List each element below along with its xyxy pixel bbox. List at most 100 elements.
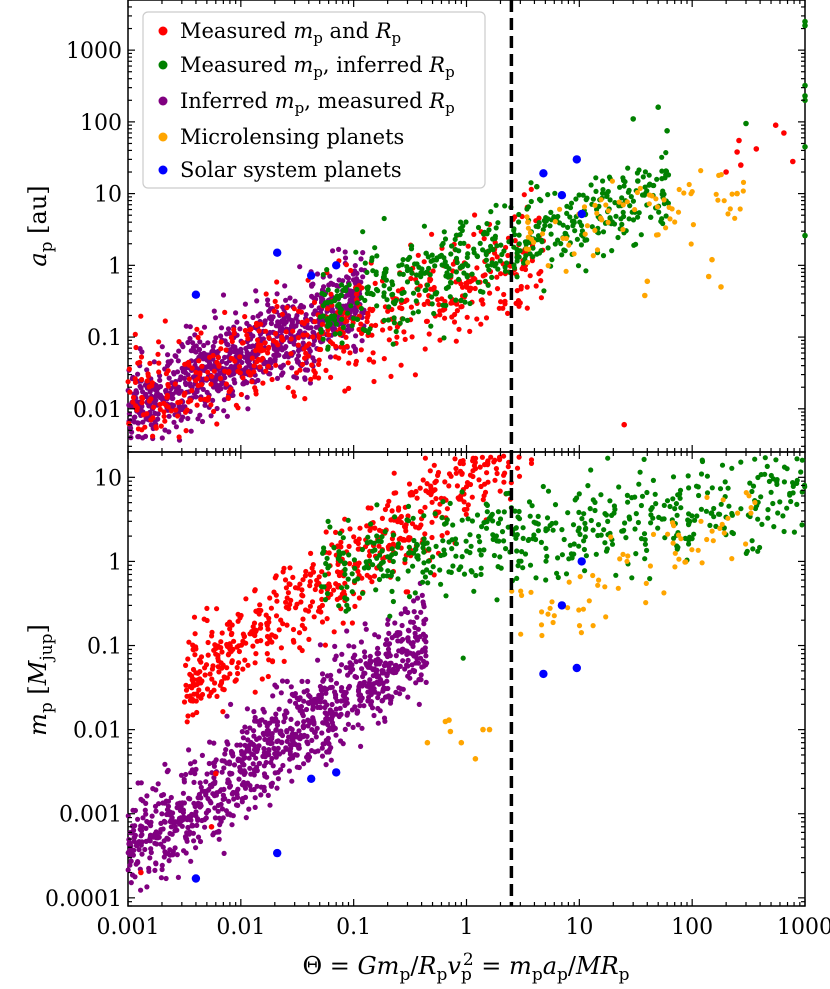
data-point-measured-mp-inferred-rp — [462, 292, 468, 298]
data-point-measured-mp-inferred-rp — [421, 513, 427, 519]
data-point-inferred-mp-measured-rp — [365, 664, 371, 670]
data-point-microlensing — [584, 223, 591, 229]
data-point-measured-mp-inferred-rp — [616, 484, 622, 490]
data-point-measured-mp-inferred-rp — [320, 336, 326, 342]
data-point-inferred-mp-measured-rp — [186, 795, 192, 802]
data-point-measured-mp-inferred-rp — [519, 549, 525, 555]
data-point-measured-mp-rp — [322, 642, 328, 648]
data-point-measured-mp-rp — [398, 513, 404, 520]
data-point-measured-mp-rp — [367, 527, 373, 534]
data-point-measured-mp-inferred-rp — [495, 520, 502, 527]
data-point-inferred-mp-measured-rp — [405, 635, 411, 641]
data-point-measured-mp-rp — [291, 306, 297, 312]
data-point-measured-mp-rp — [371, 359, 377, 365]
data-point-measured-mp-inferred-rp — [495, 509, 501, 515]
legend: Measured mp and Rp Measured mp, inferred… — [142, 11, 486, 189]
data-point-measured-mp-rp — [226, 369, 232, 375]
data-point-inferred-mp-measured-rp — [299, 678, 305, 685]
data-point-measured-mp-rp — [144, 378, 150, 384]
data-point-measured-mp-rp — [137, 359, 143, 365]
data-point-microlensing — [716, 172, 722, 178]
data-point-inferred-mp-measured-rp — [159, 792, 165, 799]
data-point-measured-mp-rp — [173, 407, 179, 413]
data-point-measured-mp-rp — [318, 346, 324, 353]
data-point-measured-mp-rp — [269, 639, 275, 645]
data-point-measured-mp-rp — [422, 455, 428, 461]
data-point-microlensing — [599, 217, 605, 223]
data-point-measured-mp-rp — [205, 639, 211, 646]
data-point-measured-mp-rp — [276, 627, 282, 633]
data-point-measured-mp-rp — [402, 525, 408, 531]
data-point-measured-mp-inferred-rp — [362, 260, 368, 266]
data-point-measured-mp-inferred-rp — [392, 514, 398, 520]
data-point-inferred-mp-measured-rp — [289, 365, 295, 371]
data-point-microlensing — [650, 531, 657, 538]
data-point-measured-mp-inferred-rp — [497, 516, 504, 522]
data-point-measured-mp-rp — [228, 648, 234, 655]
data-point-measured-mp-inferred-rp — [349, 571, 355, 577]
data-point-measured-mp-rp — [274, 279, 280, 285]
legend-marker-measured-mp-rp — [158, 26, 168, 36]
data-point-measured-mp-rp — [264, 651, 270, 657]
data-point-measured-mp-inferred-rp — [647, 576, 653, 582]
data-point-measured-mp-inferred-rp — [325, 518, 331, 525]
data-point-microlensing — [545, 263, 551, 269]
data-point-measured-mp-inferred-rp — [458, 297, 464, 303]
data-point-measured-mp-rp — [127, 389, 133, 395]
data-point-inferred-mp-measured-rp — [342, 702, 348, 709]
data-point-inferred-mp-measured-rp — [253, 288, 259, 294]
data-point-inferred-mp-measured-rp — [244, 394, 250, 400]
data-point-measured-mp-rp — [307, 583, 313, 589]
data-point-inferred-mp-measured-rp — [244, 706, 250, 712]
data-point-measured-mp-rp — [355, 546, 361, 552]
data-point-measured-mp-rp — [366, 553, 372, 559]
data-point-inferred-mp-measured-rp — [242, 724, 248, 730]
data-point-measured-mp-inferred-rp — [385, 568, 391, 574]
data-point-measured-mp-rp — [290, 328, 296, 334]
data-point-measured-mp-rp — [191, 647, 197, 653]
data-point-measured-mp-inferred-rp — [497, 554, 503, 560]
data-point-inferred-mp-measured-rp — [161, 838, 167, 844]
data-point-measured-mp-inferred-rp — [659, 516, 665, 522]
data-point-measured-mp-rp — [307, 579, 313, 585]
data-point-microlensing — [566, 242, 572, 248]
data-point-measured-mp-rp — [433, 478, 439, 484]
data-point-inferred-mp-measured-rp — [367, 653, 373, 659]
data-point-measured-mp-rp — [133, 344, 139, 351]
data-point-measured-mp-rp — [429, 499, 435, 505]
data-point-measured-mp-inferred-rp — [771, 524, 777, 530]
data-point-measured-mp-rp — [477, 464, 483, 470]
data-point-microlensing — [698, 168, 704, 174]
data-point-measured-mp-inferred-rp — [397, 271, 403, 277]
data-point-inferred-mp-measured-rp — [260, 706, 266, 712]
data-point-measured-mp-rp — [516, 473, 523, 479]
data-point-measured-mp-rp — [189, 388, 195, 394]
data-point-measured-mp-inferred-rp — [379, 534, 385, 540]
data-point-measured-mp-rp — [738, 162, 744, 168]
data-point-inferred-mp-measured-rp — [133, 388, 139, 394]
data-point-inferred-mp-measured-rp — [202, 824, 208, 830]
data-point-measured-mp-inferred-rp — [686, 541, 692, 547]
data-point-inferred-mp-measured-rp — [188, 813, 194, 819]
data-point-measured-mp-rp — [453, 466, 459, 472]
data-point-measured-mp-inferred-rp — [781, 528, 787, 535]
data-point-microlensing — [634, 189, 641, 196]
data-point-measured-mp-inferred-rp — [468, 543, 474, 549]
data-point-measured-mp-inferred-rp — [560, 222, 566, 228]
data-point-measured-mp-inferred-rp — [738, 459, 744, 465]
data-point-measured-mp-rp — [405, 513, 411, 519]
data-point-measured-mp-rp — [205, 369, 211, 375]
data-point-inferred-mp-measured-rp — [135, 371, 141, 377]
data-point-inferred-mp-measured-rp — [421, 604, 427, 610]
data-point-measured-mp-inferred-rp — [598, 492, 604, 498]
data-point-measured-mp-rp — [451, 319, 458, 325]
data-point-measured-mp-inferred-rp — [378, 566, 384, 572]
data-point-inferred-mp-measured-rp — [341, 693, 348, 699]
data-point-measured-mp-inferred-rp — [433, 543, 439, 550]
data-point-measured-mp-rp — [257, 602, 263, 608]
data-point-measured-mp-rp — [528, 460, 535, 466]
data-point-inferred-mp-measured-rp — [323, 737, 329, 743]
data-point-measured-mp-inferred-rp — [562, 230, 568, 236]
data-point-measured-mp-inferred-rp — [638, 502, 645, 509]
data-point-inferred-mp-measured-rp — [300, 713, 306, 719]
